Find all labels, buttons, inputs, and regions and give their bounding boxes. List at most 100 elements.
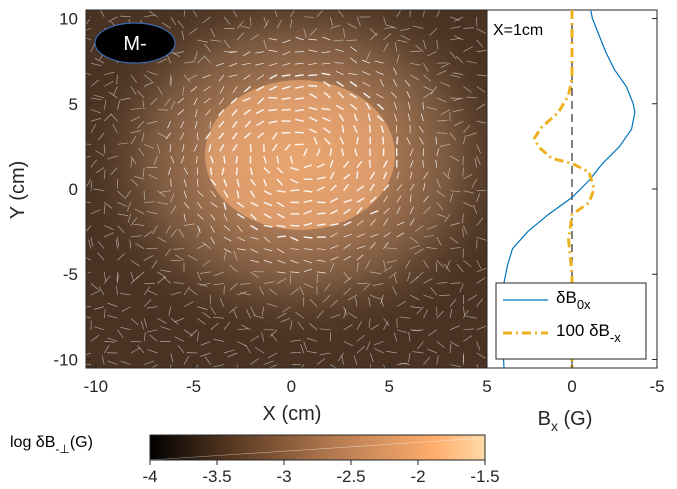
vector-arrow — [190, 86, 198, 92]
vector-arrow — [165, 225, 172, 235]
vector-arrow — [436, 282, 448, 284]
vector-arrow — [177, 97, 185, 104]
vector-arrow — [309, 323, 318, 331]
vector-arrow — [435, 136, 438, 145]
vector-arrow — [290, 166, 299, 171]
vector-arrow — [157, 276, 166, 284]
vector-arrow — [383, 242, 389, 249]
vector-arrow — [290, 288, 299, 296]
vector-arrow — [476, 267, 487, 273]
vector-arrow — [449, 16, 461, 21]
vector-arrow — [174, 317, 185, 323]
vector-arrow — [476, 298, 483, 307]
vector-arrow — [196, 332, 200, 342]
vector-arrow — [436, 190, 446, 198]
vector-arrow — [423, 74, 432, 82]
vector-arrow — [213, 338, 224, 342]
vector-arrow — [250, 271, 260, 279]
vector-arrow — [183, 167, 189, 175]
vector-arrow — [255, 347, 265, 354]
vector-arrow — [303, 28, 307, 38]
vector-arrow — [440, 109, 451, 116]
vector-arrow — [143, 81, 154, 87]
vector-arrow — [199, 283, 211, 286]
vector-arrow — [383, 195, 388, 203]
vector-arrow — [471, 178, 477, 188]
vector-arrow — [218, 74, 225, 82]
vector-arrow — [256, 74, 265, 80]
vector-arrow — [449, 155, 460, 162]
vector-arrow — [329, 209, 339, 215]
vector-arrow — [237, 236, 246, 242]
vector-arrow — [141, 132, 145, 142]
vector-arrow — [467, 294, 477, 301]
vector-arrow — [330, 245, 339, 249]
vector-arrow — [330, 24, 341, 29]
vector-arrow — [303, 259, 313, 264]
vector-arrow — [237, 341, 247, 347]
vector-arrow — [449, 190, 461, 193]
vector-arrow — [440, 81, 451, 87]
vector-arrow — [189, 329, 198, 337]
vector-arrow — [306, 350, 318, 354]
vector-arrow — [449, 26, 461, 29]
vector-arrow — [396, 136, 399, 145]
vector-arrow — [130, 158, 133, 168]
vector-arrow — [473, 204, 477, 215]
vector-arrow — [452, 72, 464, 76]
profile-x-tick-label: 0 — [567, 377, 576, 396]
vector-arrow — [449, 343, 452, 354]
vector-arrow — [152, 225, 158, 235]
vector-arrow — [143, 332, 146, 342]
vector-arrow — [474, 158, 477, 168]
vector-arrow — [308, 106, 318, 111]
vector-arrow — [138, 147, 145, 157]
vector-arrow — [110, 113, 118, 122]
vector-arrow — [276, 19, 282, 29]
vector-arrow — [316, 10, 324, 18]
vector-arrow — [130, 135, 137, 145]
vector-arrow — [415, 45, 424, 52]
vector-arrow — [250, 335, 260, 342]
vector-arrow — [368, 297, 371, 307]
vector-arrow — [395, 125, 398, 133]
vector-arrow — [410, 62, 421, 66]
vector-arrow — [117, 190, 125, 199]
vector-arrow — [303, 148, 308, 157]
vector-arrow — [229, 264, 238, 273]
vector-arrow — [151, 364, 158, 368]
vector-arrow — [309, 299, 318, 307]
vector-arrow — [170, 155, 175, 164]
vector-arrow — [476, 236, 487, 241]
vector-arrow — [103, 271, 107, 282]
vector-arrow — [130, 235, 142, 238]
vector-arrow — [476, 103, 486, 110]
vector-arrow — [90, 42, 96, 52]
vector-arrow — [416, 306, 424, 315]
vector-arrow — [246, 309, 251, 319]
vector-arrow — [396, 53, 400, 64]
vector-arrow — [183, 61, 195, 64]
vector-arrow — [167, 121, 172, 129]
vector-arrow — [463, 27, 475, 29]
vector-arrow — [476, 155, 481, 165]
vector-arrow — [218, 132, 225, 140]
vector-arrow — [356, 321, 362, 330]
vector-arrow — [299, 286, 305, 296]
vector-arrow — [343, 183, 350, 192]
vector-arrow — [321, 107, 331, 111]
vector-arrow — [349, 93, 358, 99]
vector-arrow — [218, 109, 225, 117]
vector-arrow — [120, 326, 131, 331]
vector-arrow — [462, 213, 464, 224]
vector-arrow — [143, 318, 148, 328]
vector-arrow — [143, 144, 154, 149]
vector-arrow — [223, 349, 235, 354]
vector-arrow — [236, 32, 245, 41]
vector-arrow — [393, 67, 398, 75]
vector-arrow — [373, 348, 384, 354]
vector-arrow — [335, 104, 344, 111]
vector-arrow — [177, 345, 185, 354]
vector-arrow — [412, 25, 424, 29]
vector-arrow — [199, 271, 211, 274]
